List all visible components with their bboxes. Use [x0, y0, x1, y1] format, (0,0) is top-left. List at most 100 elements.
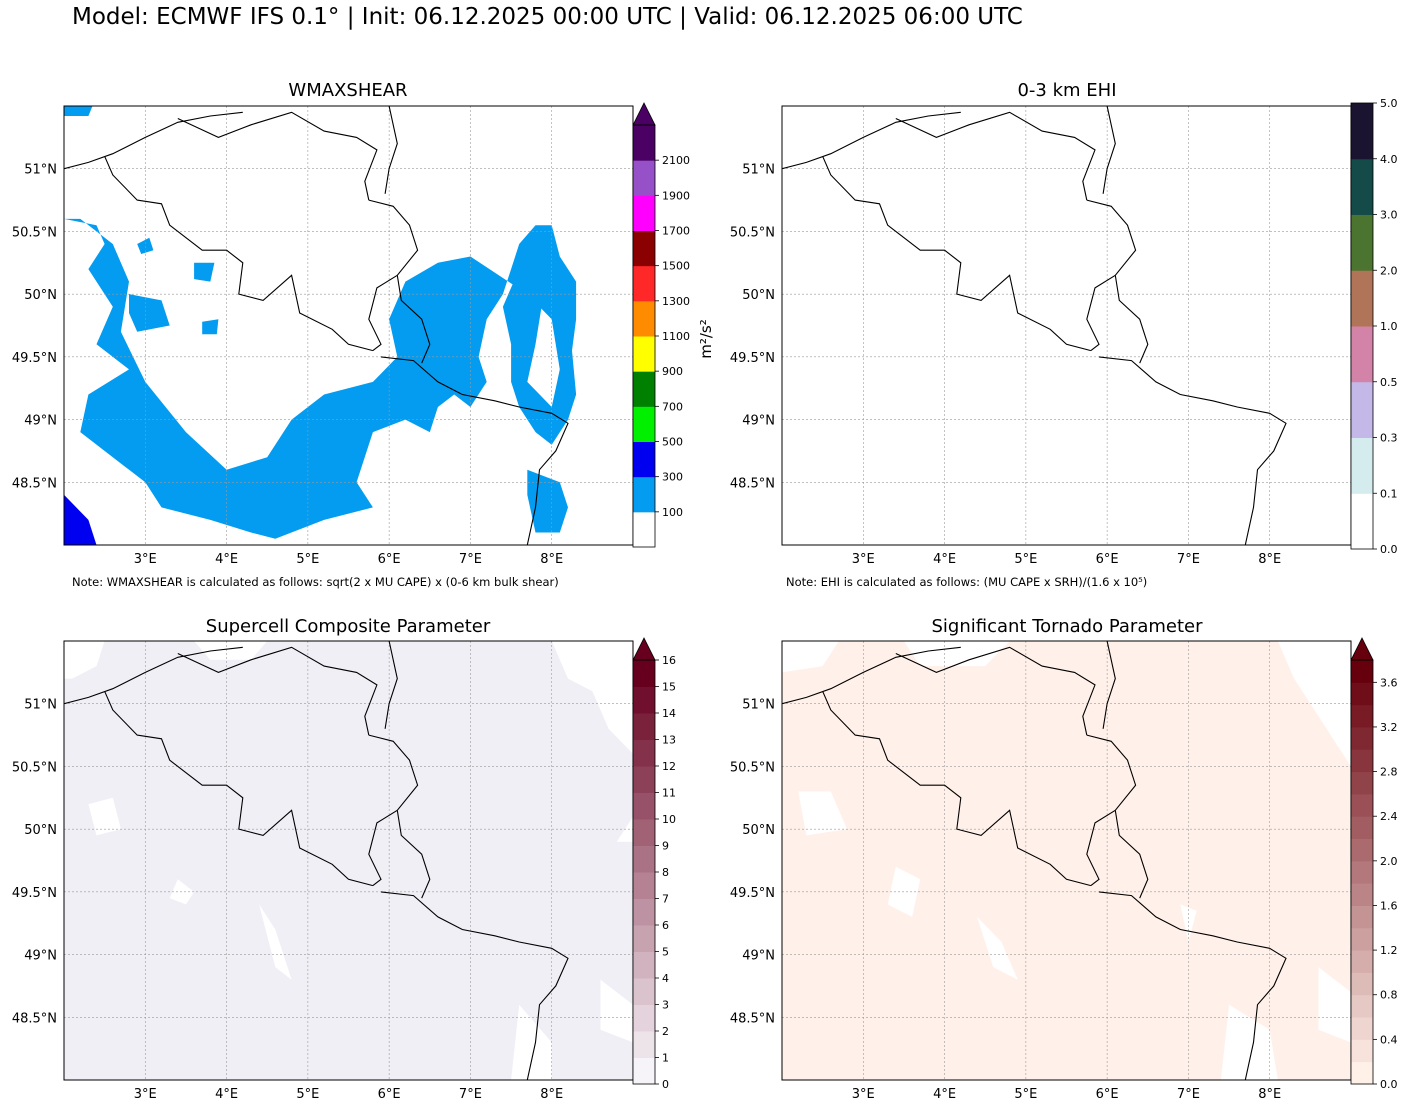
lon-tick-label: 8°E [540, 1087, 563, 1102]
colorbar-tick-label: 9 [662, 840, 669, 853]
colorbar-tick-label: 10 [662, 813, 676, 826]
lat-tick-label: 50°N [24, 288, 57, 303]
country-border [822, 155, 1092, 352]
colorbar-segment [1351, 1039, 1373, 1063]
colorbar-segment [1351, 972, 1373, 996]
lon-tick-label: 5°E [296, 1087, 319, 1102]
colorbar-tick-label: 900 [662, 365, 683, 378]
colorbar-segment [633, 1004, 655, 1032]
colorbar-tick-label: 4.0 [1380, 153, 1398, 166]
lon-tick-label: 3°E [852, 1087, 875, 1102]
lat-tick-label: 50°N [742, 823, 775, 838]
country-border [368, 199, 419, 276]
country-border [1086, 199, 1137, 276]
colorbar-tick-label: 2.0 [1380, 855, 1398, 868]
country-border [895, 646, 1096, 736]
lat-tick-label: 50.5°N [12, 225, 57, 240]
colorbar-tick-label: 7 [662, 893, 669, 906]
lon-tick-label: 6°E [378, 1087, 401, 1102]
scp-gap-region [616, 816, 633, 842]
colorbar-tick-label: 5.0 [1380, 97, 1398, 110]
colorbar-segment [633, 1031, 655, 1058]
colorbar-wmax: 100 300 500 700 900 1100 1300 1500 1700 1900 2100 [632, 102, 690, 548]
colorbar-segment [633, 686, 655, 714]
country-border [368, 734, 419, 811]
lon-tick-label: 7°E [459, 552, 482, 567]
colorbar-segment [1351, 927, 1373, 951]
colorbar-tick-label: 14 [662, 707, 676, 720]
wmaxshear-contour [194, 262, 215, 282]
panel-title-stp: Significant Tornado Parameter [931, 616, 1203, 637]
lon-tick-label: 5°E [296, 552, 319, 567]
country-border [1098, 356, 1287, 545]
lat-tick-label: 51°N [24, 698, 57, 713]
wmaxshear-contour [64, 494, 97, 545]
stp-gap-region [977, 916, 1018, 980]
colorbar-segment [1351, 1017, 1373, 1040]
scp-gap-region [64, 641, 105, 679]
colorbar-tick-label: 100 [662, 506, 683, 519]
colorbar-segment [1351, 326, 1373, 383]
colorbar-extend-arrow [632, 102, 656, 126]
scp-gap-region [511, 1004, 552, 1080]
lon-tick-label: 3°E [134, 552, 157, 567]
lat-tick-label: 48.5°N [12, 476, 57, 491]
colorbar-tick-label: 0.0 [1380, 543, 1398, 556]
colorbar-segment [633, 739, 655, 767]
country-border [1102, 106, 1116, 194]
country-border [64, 111, 243, 170]
colorbar-segment [633, 230, 655, 267]
country-border [380, 356, 569, 545]
country-border [396, 810, 431, 899]
lat-tick-label: 49°N [24, 949, 57, 964]
colorbar-segment [1351, 749, 1373, 773]
wmaxshear-contour [129, 294, 170, 332]
lon-tick-label: 8°E [1258, 1087, 1281, 1102]
colorbar-segment [1351, 158, 1373, 215]
colorbar-tick-label: 4 [662, 972, 669, 985]
lat-tick-label: 49°N [742, 414, 775, 429]
scp-gap-region [600, 979, 633, 1043]
colorbar-tick-label: 1.6 [1380, 899, 1398, 912]
colorbar-segment [633, 406, 655, 442]
country-border [177, 111, 378, 201]
colorbar-segment [633, 160, 655, 196]
lat-tick-label: 50°N [742, 288, 775, 303]
lat-tick-label: 49.5°N [730, 351, 775, 366]
colorbar-segment [1351, 704, 1373, 728]
country-border [1086, 809, 1116, 887]
lat-tick-label: 49.5°N [730, 886, 775, 901]
colorbar-tick-label: 2.8 [1380, 766, 1398, 779]
colorbar-tick-label: 3 [662, 999, 669, 1012]
colorbar-tick-label: 2 [662, 1025, 669, 1038]
colorbar-tick-label: 2.0 [1380, 264, 1398, 277]
lat-tick-label: 50.5°N [730, 760, 775, 775]
colorbar-tick-label: 1500 [662, 260, 690, 273]
colorbar-segment [1351, 682, 1373, 706]
lon-tick-label: 4°E [215, 1087, 238, 1102]
scp-gap-region [88, 797, 121, 836]
lon-tick-label: 6°E [378, 552, 401, 567]
colorbar-tick-label: 0.3 [1380, 432, 1398, 445]
colorbar-stp: 0.0 0.4 0.8 1.2 1.6 2.0 2.4 2.8 3.2 3.6 [1350, 637, 1398, 1091]
lon-tick-label: 3°E [134, 1087, 157, 1102]
scp-gap-region [259, 904, 292, 980]
colorbar-tick-label: 500 [662, 436, 683, 449]
map-panel-ehi: 3°E 4°E 5°E 6°E 7°E 8°E 51°N 50.5°N 50°N 49.5°N 49… [730, 105, 1352, 567]
colorbar-segment [633, 265, 655, 302]
scp-gap-region [551, 641, 633, 754]
wmaxshear-contour [64, 106, 93, 116]
colorbar-segment [633, 371, 655, 407]
colorbar-extend-arrow [1350, 637, 1374, 661]
colorbar-segment [1351, 950, 1373, 973]
colorbar-tick-label: 6 [662, 919, 669, 932]
lat-tick-label: 50.5°N [12, 760, 57, 775]
colorbar-segment [1351, 214, 1373, 271]
lon-tick-label: 5°E [1014, 1087, 1037, 1102]
colorbar-tick-label: 3.6 [1380, 676, 1398, 689]
colorbar-segment [633, 660, 655, 687]
panel-title-ehi: 0-3 km EHI [1017, 80, 1117, 101]
lat-tick-label: 51°N [24, 163, 57, 178]
colorbar-segment [1351, 1061, 1373, 1085]
